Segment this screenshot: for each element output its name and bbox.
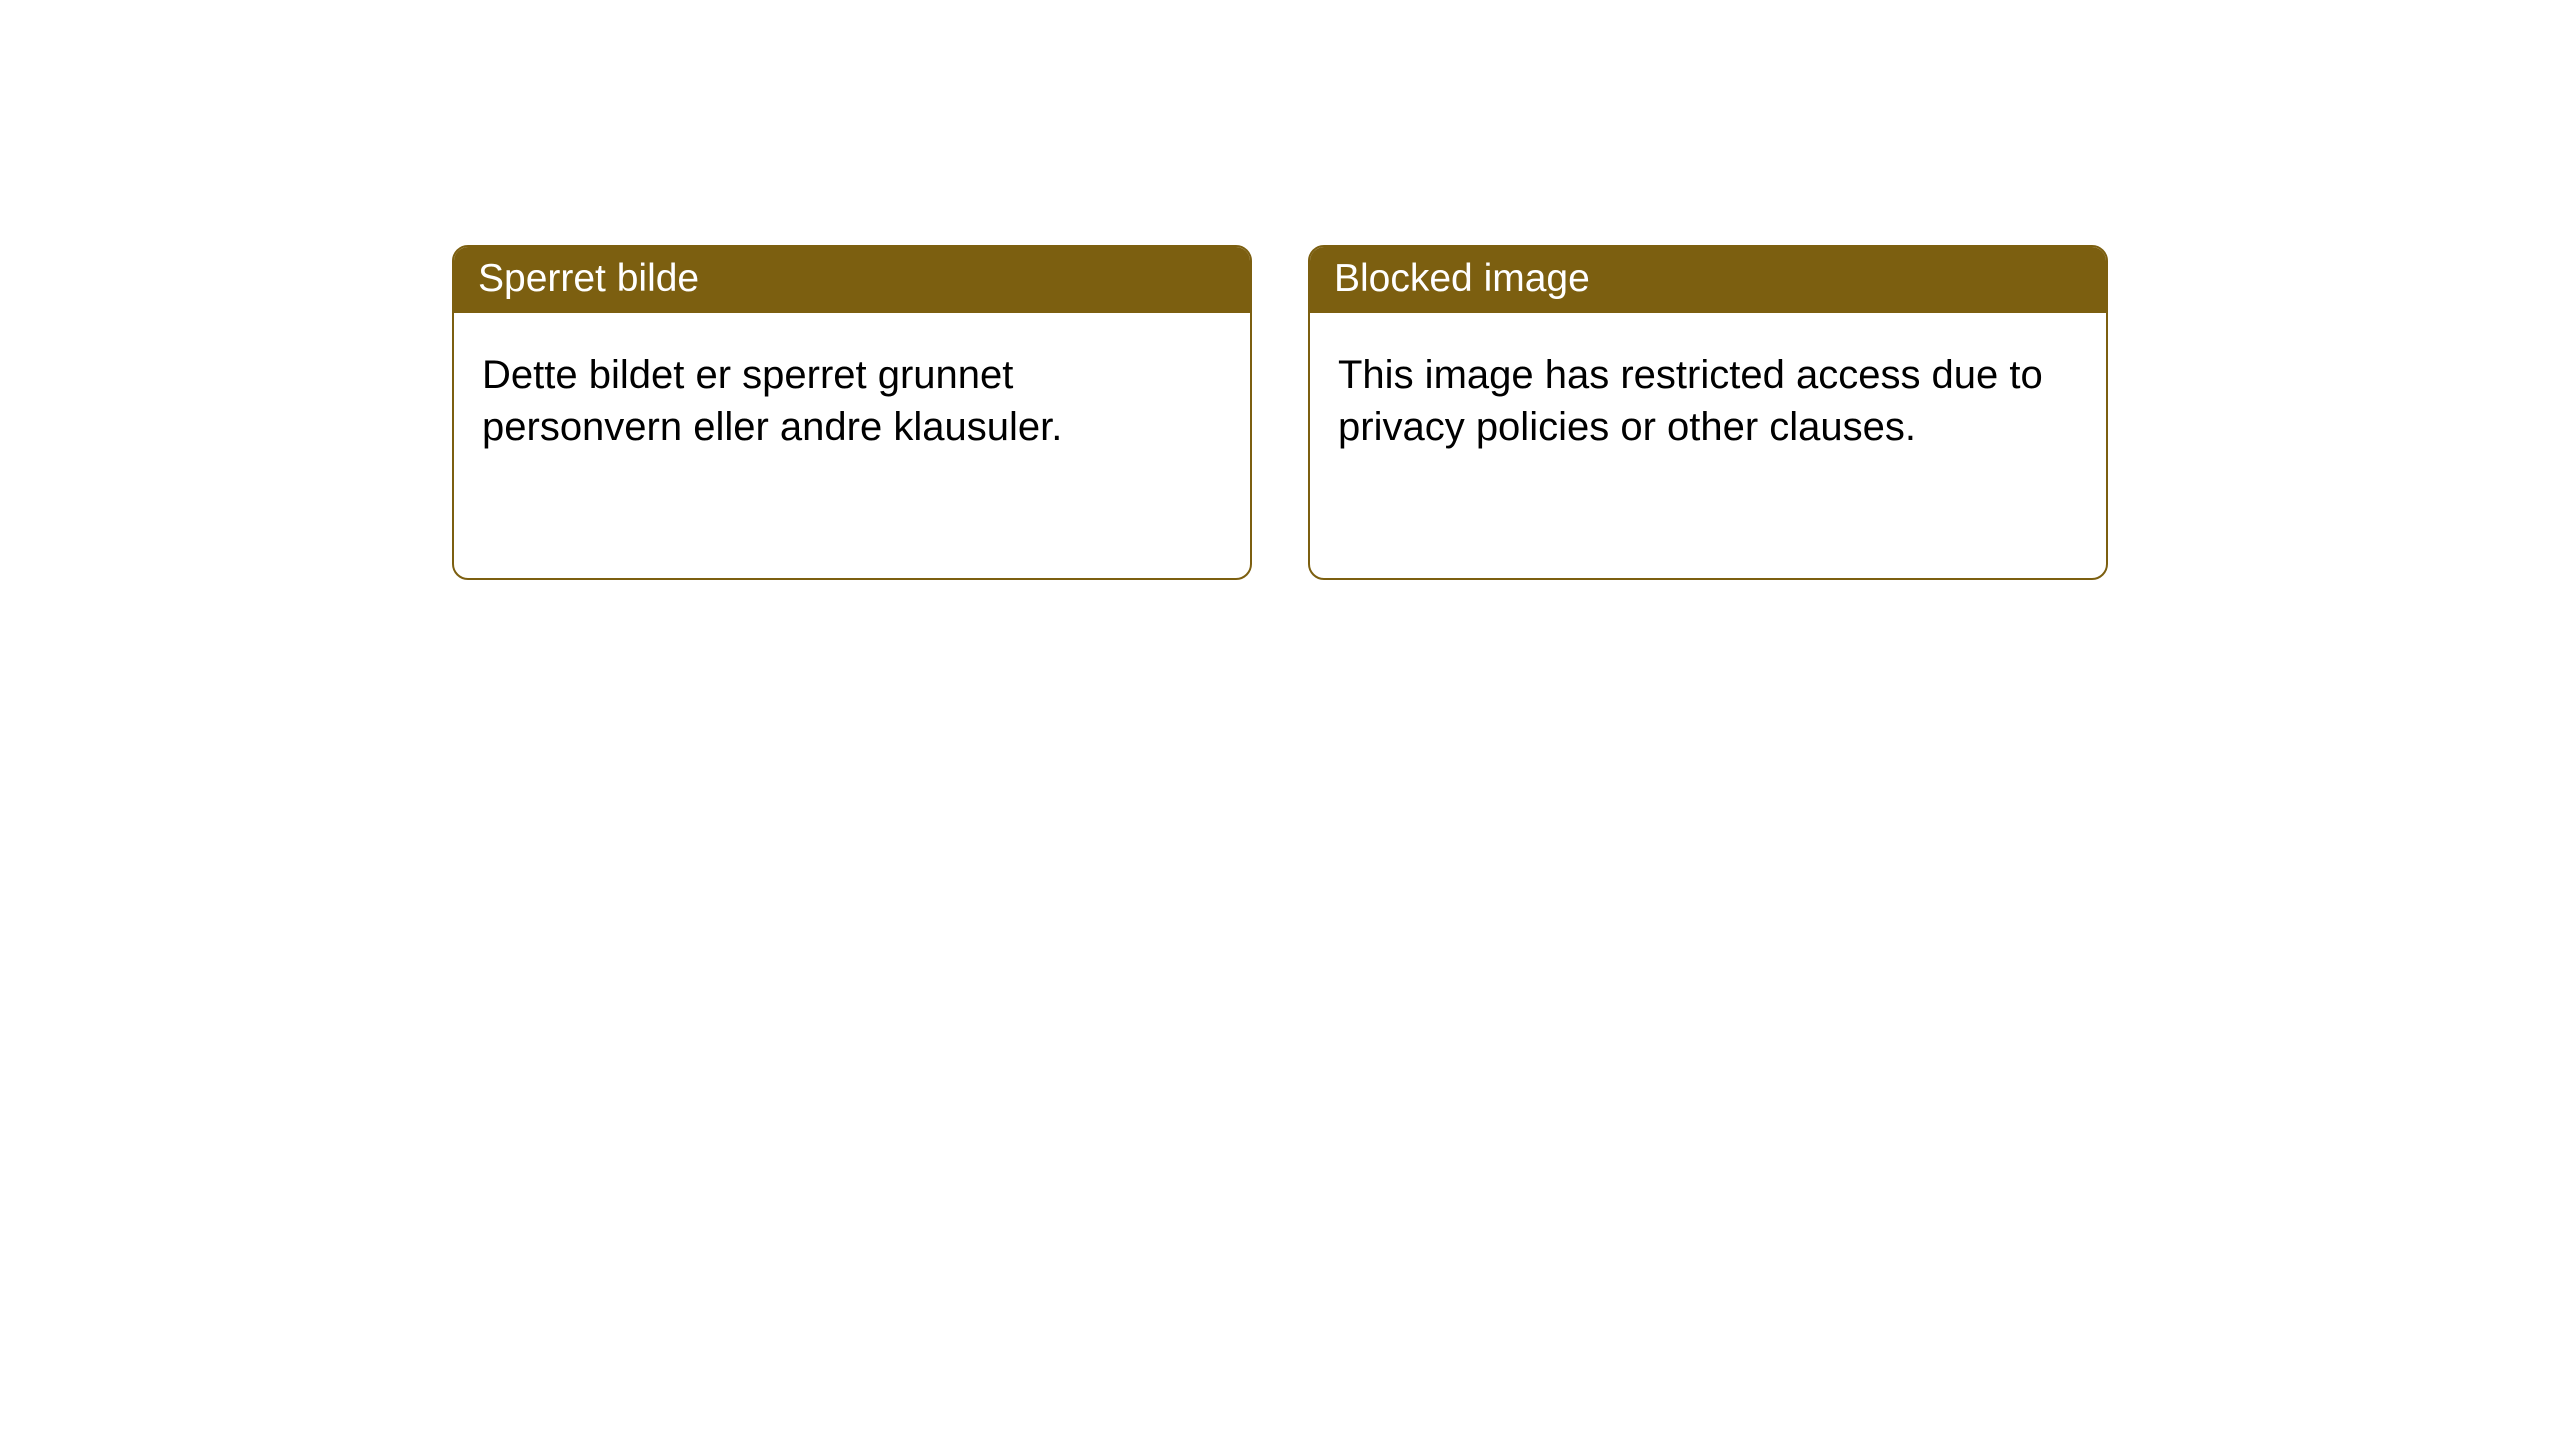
card-title: Sperret bilde [478, 257, 699, 300]
card-header: Sperret bilde [454, 247, 1250, 313]
card-header: Blocked image [1310, 247, 2106, 313]
blocked-image-card-english: Blocked image This image has restricted … [1308, 245, 2108, 580]
card-body-text: This image has restricted access due to … [1338, 353, 2043, 449]
blocked-image-card-norwegian: Sperret bilde Dette bildet er sperret gr… [452, 245, 1252, 580]
card-title: Blocked image [1334, 257, 1590, 300]
cards-container: Sperret bilde Dette bildet er sperret gr… [452, 245, 2108, 1440]
card-body-text: Dette bildet er sperret grunnet personve… [482, 353, 1062, 449]
card-body: Dette bildet er sperret grunnet personve… [454, 313, 1250, 489]
card-body: This image has restricted access due to … [1310, 313, 2106, 489]
